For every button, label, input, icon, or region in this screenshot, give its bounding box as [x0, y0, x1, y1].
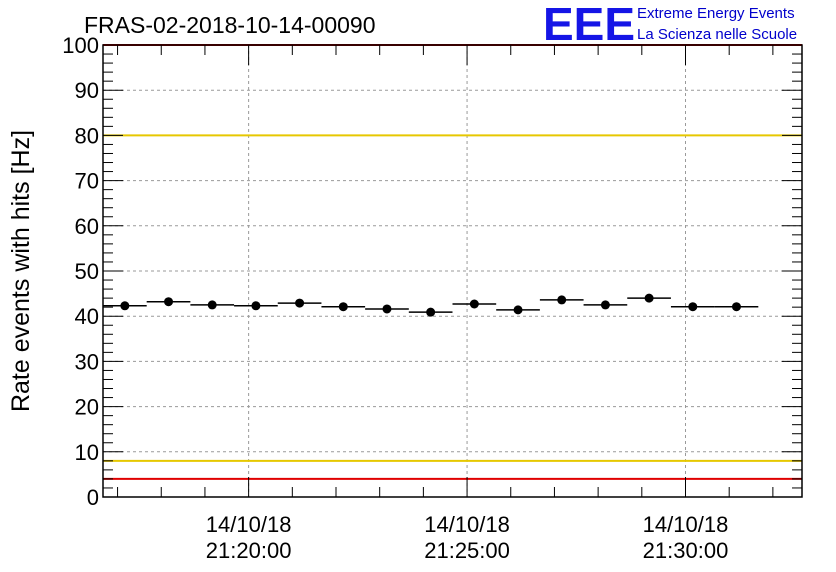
y-tick-label: 10 [75, 440, 99, 465]
x-tick-time: 21:20:00 [206, 538, 292, 563]
reference-lines [103, 44, 802, 480]
data-point [295, 298, 305, 308]
y-tick-label: 0 [87, 485, 99, 510]
x-tick-labels: 14/10/1821:20:0014/10/1821:25:0014/10/18… [206, 512, 729, 563]
data-point [426, 307, 436, 317]
grid [103, 45, 802, 497]
x-tick-date: 14/10/18 [206, 512, 292, 537]
logo-mark: EEE [543, 0, 635, 50]
plot-frame [102, 44, 803, 498]
data-point [207, 300, 217, 310]
data-point [382, 304, 392, 314]
logo-line-2: La Scienza nelle Scuole [637, 26, 797, 43]
data-point [557, 295, 567, 305]
y-tick-labels: 0 10 20 30 40 50 60 70 80 90 100 [62, 33, 99, 510]
chart-title: FRAS-02-2018-10-14-00090 [84, 12, 376, 38]
x-tick-time: 21:25:00 [424, 538, 510, 563]
data-point [120, 301, 130, 311]
data-point [644, 293, 654, 303]
x-tick-time: 21:30:00 [643, 538, 729, 563]
data-point [338, 302, 348, 312]
data-point [251, 301, 261, 311]
y-tick-label: 70 [75, 169, 99, 194]
data-point [731, 302, 741, 312]
y-tick-label: 80 [75, 123, 99, 148]
y-tick-label: 20 [75, 395, 99, 420]
data-point [469, 299, 479, 309]
data-point [164, 297, 174, 307]
y-tick-label: 100 [62, 33, 99, 58]
y-tick-label: 60 [75, 214, 99, 239]
x-tick-date: 14/10/18 [643, 512, 729, 537]
y-tick-label: 50 [75, 259, 99, 284]
data-point [513, 305, 523, 315]
y-tick-label: 40 [75, 304, 99, 329]
eee-logo: EEE Extreme Energy Events La Scienza nel… [543, 0, 797, 50]
y-axis-label: Rate events with hits [Hz] [7, 130, 35, 412]
data-points [103, 293, 759, 317]
data-point [688, 302, 698, 312]
logo-line-1: Extreme Energy Events [637, 5, 795, 22]
data-point [600, 300, 610, 310]
x-tick-date: 14/10/18 [424, 512, 510, 537]
y-tick-label: 90 [75, 78, 99, 103]
axis-ticks [103, 44, 802, 498]
y-tick-label: 30 [75, 349, 99, 374]
